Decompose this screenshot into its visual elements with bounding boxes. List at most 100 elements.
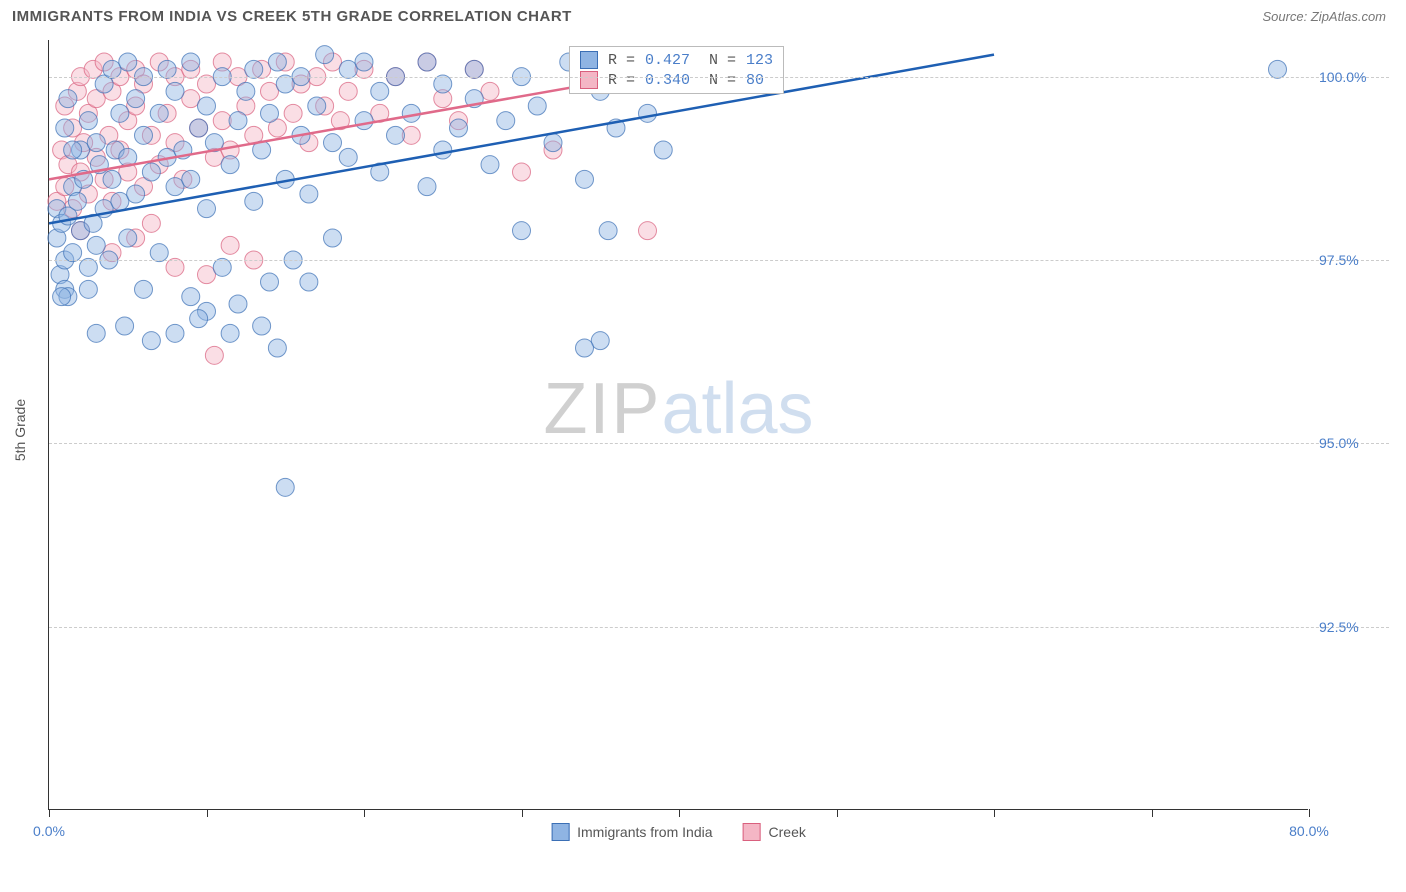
n-value-1: 123 bbox=[746, 52, 773, 69]
scatter-point bbox=[142, 214, 160, 232]
scatter-point bbox=[591, 332, 609, 350]
gridline bbox=[49, 260, 1389, 261]
scatter-point bbox=[339, 60, 357, 78]
scatter-point bbox=[497, 112, 515, 130]
scatter-point bbox=[324, 229, 342, 247]
scatter-point bbox=[339, 82, 357, 100]
scatter-point bbox=[229, 295, 247, 313]
scatter-point bbox=[355, 53, 373, 71]
xtick bbox=[522, 809, 523, 817]
ytick-label: 100.0% bbox=[1319, 69, 1366, 85]
scatter-point bbox=[355, 112, 373, 130]
legend-label-india: Immigrants from India bbox=[577, 824, 712, 840]
legend-bottom: Immigrants from India Creek bbox=[551, 823, 806, 841]
scatter-point bbox=[213, 258, 231, 276]
scatter-point bbox=[135, 126, 153, 144]
scatter-point bbox=[198, 266, 216, 284]
r-value-2: 0.340 bbox=[645, 72, 690, 89]
scatter-point bbox=[300, 273, 318, 291]
r-label-1: R = bbox=[608, 52, 635, 69]
scatter-point bbox=[64, 141, 82, 159]
scatter-point bbox=[166, 258, 184, 276]
scatter-point bbox=[465, 60, 483, 78]
scatter-point bbox=[59, 90, 77, 108]
xtick bbox=[49, 809, 50, 817]
scatter-point bbox=[544, 134, 562, 152]
scatter-point bbox=[64, 244, 82, 262]
n-label-1: N = bbox=[700, 52, 736, 69]
scatter-point bbox=[639, 222, 657, 240]
scatter-point bbox=[513, 163, 531, 181]
scatter-point bbox=[190, 310, 208, 328]
scatter-point bbox=[150, 104, 168, 122]
scatter-point bbox=[237, 82, 255, 100]
scatter-point bbox=[182, 170, 200, 188]
scatter-point bbox=[198, 200, 216, 218]
scatter-point bbox=[276, 75, 294, 93]
scatter-point bbox=[639, 104, 657, 122]
scatter-point bbox=[418, 178, 436, 196]
scatter-point bbox=[450, 119, 468, 137]
scatter-point bbox=[481, 82, 499, 100]
scatter-point bbox=[268, 53, 286, 71]
scatter-point bbox=[434, 141, 452, 159]
scatter-point bbox=[87, 134, 105, 152]
scatter-point bbox=[276, 478, 294, 496]
xtick-label: 0.0% bbox=[33, 823, 65, 839]
xtick bbox=[1152, 809, 1153, 817]
scatter-point bbox=[253, 317, 271, 335]
n-value-2: 80 bbox=[746, 72, 764, 89]
scatter-point bbox=[576, 170, 594, 188]
scatter-point bbox=[221, 236, 239, 254]
scatter-point bbox=[654, 141, 672, 159]
scatter-point bbox=[127, 185, 145, 203]
legend-swatch-creek bbox=[580, 71, 598, 89]
scatter-point bbox=[324, 134, 342, 152]
xtick bbox=[679, 809, 680, 817]
xtick bbox=[364, 809, 365, 817]
scatter-point bbox=[198, 75, 216, 93]
scatter-point bbox=[434, 75, 452, 93]
scatter-point bbox=[142, 332, 160, 350]
legend-label-creek: Creek bbox=[769, 824, 806, 840]
scatter-point bbox=[284, 104, 302, 122]
gridline bbox=[49, 77, 1389, 78]
scatter-point bbox=[300, 185, 318, 203]
gridline bbox=[49, 443, 1389, 444]
xtick bbox=[1309, 809, 1310, 817]
scatter-point bbox=[56, 119, 74, 137]
scatter-point bbox=[261, 104, 279, 122]
scatter-point bbox=[245, 60, 263, 78]
scatter-point bbox=[103, 170, 121, 188]
scatter-point bbox=[513, 222, 531, 240]
legend-swatch-india bbox=[580, 51, 598, 69]
chart-source: Source: ZipAtlas.com bbox=[1262, 9, 1386, 24]
scatter-point bbox=[79, 280, 97, 298]
xtick bbox=[207, 809, 208, 817]
scatter-point bbox=[79, 112, 97, 130]
scatter-point bbox=[245, 192, 263, 210]
scatter-point bbox=[53, 288, 71, 306]
scatter-point bbox=[190, 119, 208, 137]
chart-title: IMMIGRANTS FROM INDIA VS CREEK 5TH GRADE… bbox=[12, 8, 572, 25]
scatter-point bbox=[142, 163, 160, 181]
ytick-label: 95.0% bbox=[1319, 435, 1359, 451]
scatter-point bbox=[79, 258, 97, 276]
scatter-point bbox=[229, 112, 247, 130]
scatter-point bbox=[119, 229, 137, 247]
xtick bbox=[994, 809, 995, 817]
scatter-point bbox=[103, 60, 121, 78]
scatter-point bbox=[308, 97, 326, 115]
gridline bbox=[49, 627, 1389, 628]
scatter-point bbox=[221, 324, 239, 342]
chart-area: ZIPatlas R = 0.427 N = 123 R = 0.340 N =… bbox=[48, 40, 1308, 810]
chart-header: IMMIGRANTS FROM INDIA VS CREEK 5TH GRADE… bbox=[0, 0, 1406, 29]
scatter-point bbox=[127, 90, 145, 108]
scatter-point bbox=[481, 156, 499, 174]
scatter-point bbox=[158, 60, 176, 78]
scatter-point bbox=[371, 82, 389, 100]
xtick bbox=[837, 809, 838, 817]
scatter-point bbox=[182, 288, 200, 306]
yaxis-title: 5th Grade bbox=[12, 399, 28, 461]
scatter-point bbox=[68, 192, 86, 210]
